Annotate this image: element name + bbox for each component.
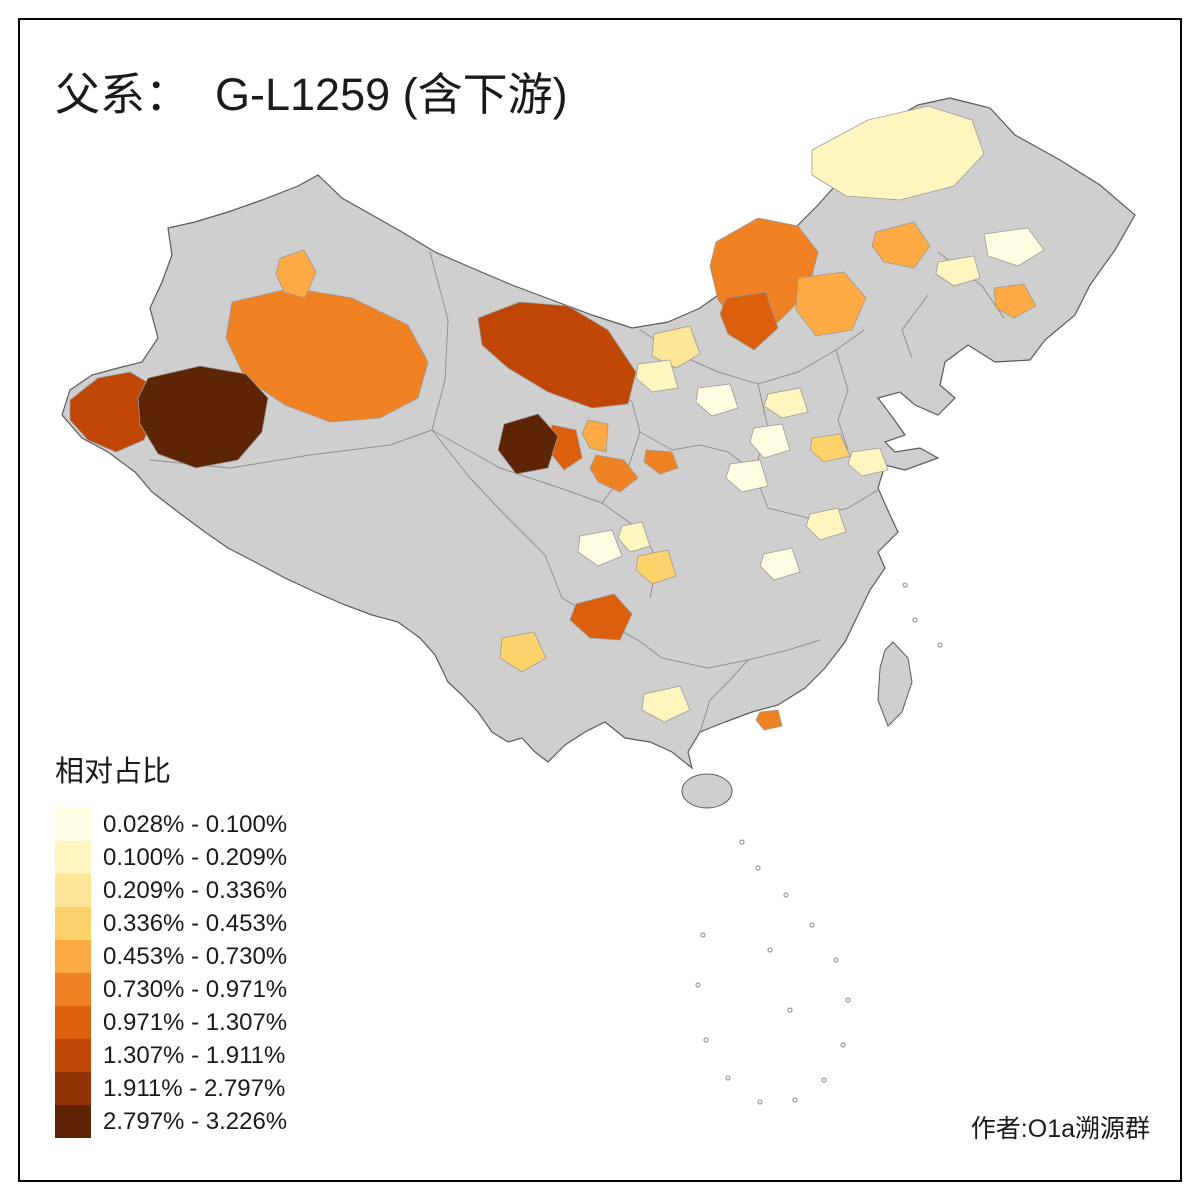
- map-region: [871, 221, 931, 269]
- legend-swatch: [55, 973, 91, 1006]
- map-region: [805, 507, 847, 541]
- legend-swatch: [55, 1105, 91, 1138]
- map-region: [569, 593, 633, 641]
- map-region: [763, 387, 809, 419]
- map-region: [809, 433, 851, 463]
- map-region: [695, 383, 739, 417]
- legend-swatch: [55, 808, 91, 841]
- map-region: [811, 105, 985, 201]
- choropleth-regions: [69, 105, 1045, 731]
- taiwan-island: [877, 641, 913, 727]
- legend-item: 0.209% - 0.336%: [55, 874, 385, 907]
- map-region: [651, 325, 701, 369]
- map-region: [225, 287, 429, 423]
- legend-item: 0.971% - 1.307%: [55, 1006, 385, 1039]
- map-region: [847, 447, 889, 477]
- legend-swatch: [55, 1039, 91, 1072]
- legend-swatch: [55, 940, 91, 973]
- legend-item: 0.028% - 0.100%: [55, 808, 385, 841]
- legend-swatch: [55, 1072, 91, 1105]
- map-region: [499, 631, 547, 673]
- legend-label: 0.730% - 0.971%: [103, 975, 288, 1003]
- map-region: [275, 249, 317, 299]
- south-china-sea-islands: [695, 582, 943, 1105]
- legend-item: 1.307% - 1.911%: [55, 1039, 385, 1072]
- legend-swatch: [55, 841, 91, 874]
- legend-label: 0.028% - 0.100%: [103, 810, 288, 838]
- map-region: [719, 291, 779, 351]
- map-region: [643, 449, 679, 475]
- legend-swatch: [55, 1006, 91, 1039]
- map-region: [759, 547, 801, 581]
- legend-label: 0.453% - 0.730%: [103, 942, 288, 970]
- legend-swatch: [55, 874, 91, 907]
- legend-item: 0.453% - 0.730%: [55, 940, 385, 973]
- map-region: [577, 529, 623, 567]
- legend: 相对占比 0.028% - 0.100% 0.100% - 0.209% 0.2…: [55, 748, 385, 1138]
- map-region: [589, 454, 639, 493]
- legend-label: 1.307% - 1.911%: [103, 1041, 286, 1069]
- map-region: [935, 255, 981, 287]
- legend-item: 0.730% - 0.971%: [55, 973, 385, 1006]
- legend-swatch: [55, 907, 91, 940]
- map-region: [725, 459, 769, 493]
- legend-item: 2.797% - 3.226%: [55, 1105, 385, 1138]
- hainan-island: [681, 773, 733, 809]
- map-region: [137, 365, 269, 469]
- legend-label: 0.336% - 0.453%: [103, 909, 288, 937]
- author-credit: 作者:O1a溯源群: [970, 1115, 1150, 1143]
- legend-item: 0.100% - 0.209%: [55, 841, 385, 874]
- legend-label: 0.209% - 0.336%: [103, 876, 288, 904]
- map-region: [993, 283, 1037, 319]
- map-region: [497, 413, 559, 475]
- legend-label: 0.100% - 0.209%: [103, 843, 288, 871]
- map-region: [983, 227, 1045, 267]
- map-region: [581, 419, 609, 453]
- map-region: [617, 521, 651, 553]
- map-region: [635, 549, 677, 585]
- legend-label: 1.911% - 2.797%: [103, 1074, 286, 1102]
- legend-label: 0.971% - 1.307%: [103, 1008, 288, 1036]
- page-title: 父系： G-L1259 (含下游): [55, 69, 568, 120]
- map-region: [755, 709, 783, 731]
- map-region: [641, 685, 691, 723]
- map-region: [749, 423, 791, 459]
- map-region: [635, 359, 679, 393]
- legend-label: 2.797% - 3.226%: [103, 1107, 288, 1135]
- legend-title: 相对占比: [55, 756, 172, 788]
- map-region: [795, 271, 867, 337]
- legend-item: 1.911% - 2.797%: [55, 1072, 385, 1105]
- map-region: [477, 301, 637, 409]
- legend-item: 0.336% - 0.453%: [55, 907, 385, 940]
